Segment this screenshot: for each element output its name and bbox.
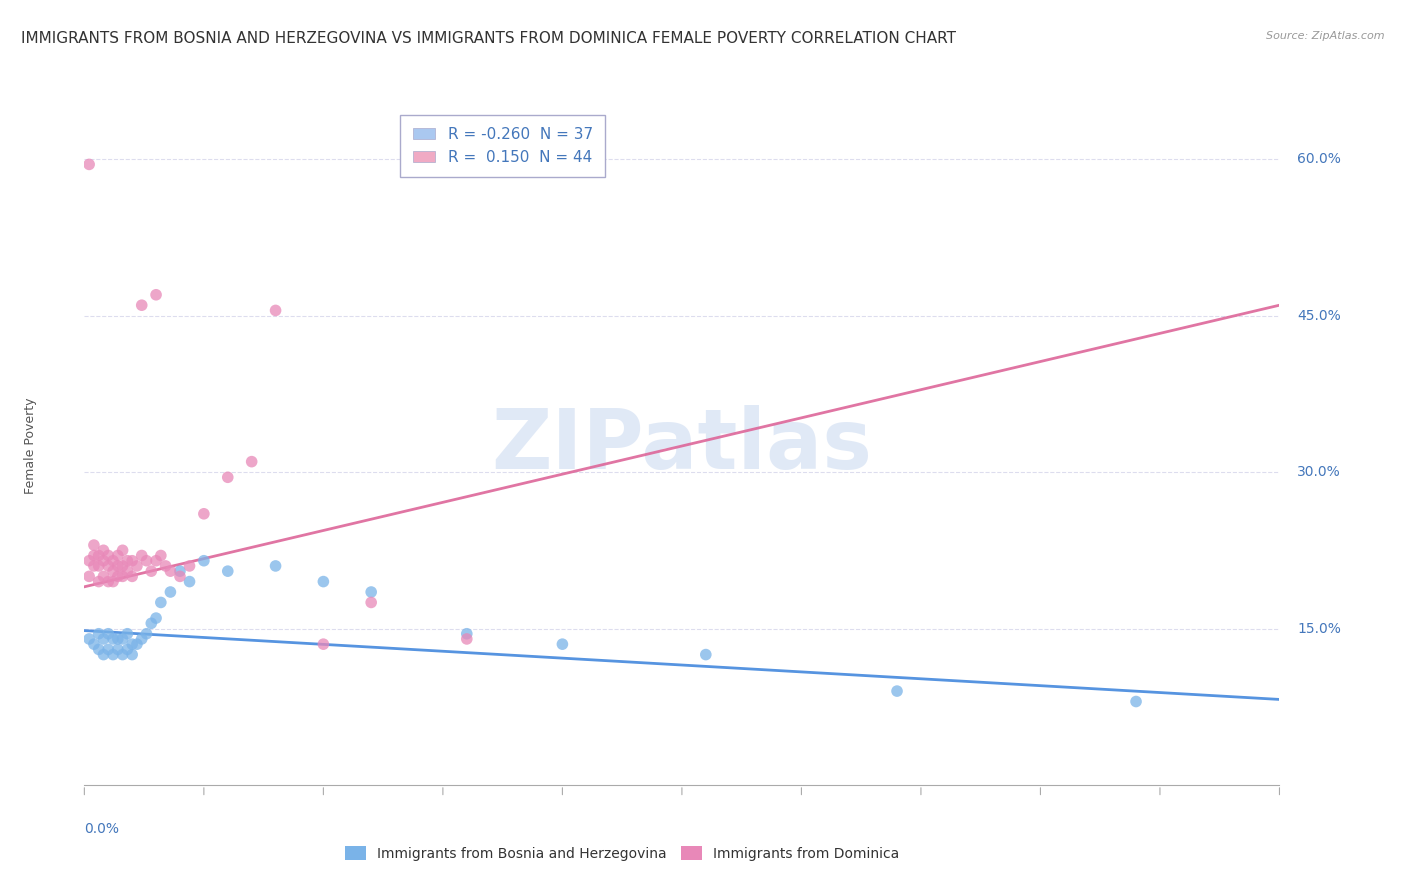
Point	[93, 554, 115, 568]
Point	[131, 549, 153, 563]
Point	[125, 637, 148, 651]
Point	[77, 632, 100, 646]
Point	[87, 642, 110, 657]
Point	[101, 648, 124, 662]
Text: Source: ZipAtlas.com: Source: ZipAtlas.com	[1267, 31, 1385, 41]
Point	[193, 554, 215, 568]
Point	[135, 554, 157, 568]
Point	[312, 574, 335, 589]
Point	[159, 564, 181, 578]
Text: IMMIGRANTS FROM BOSNIA AND HERZEGOVINA VS IMMIGRANTS FROM DOMINICA FEMALE POVERT: IMMIGRANTS FROM BOSNIA AND HERZEGOVINA V…	[21, 31, 956, 46]
Point	[117, 626, 139, 640]
Point	[101, 574, 124, 589]
Text: 45.0%: 45.0%	[1298, 309, 1341, 323]
Point	[77, 157, 100, 171]
Point	[121, 569, 143, 583]
Point	[217, 470, 239, 484]
Point	[141, 616, 163, 631]
Point	[240, 455, 263, 469]
Point	[111, 648, 134, 662]
Point	[193, 507, 215, 521]
Point	[312, 637, 335, 651]
Point	[83, 558, 105, 573]
Text: 0.0%: 0.0%	[84, 822, 120, 836]
Point	[87, 549, 110, 563]
Point	[135, 626, 157, 640]
Point	[155, 558, 177, 573]
Point	[456, 626, 478, 640]
Point	[141, 564, 163, 578]
Point	[87, 574, 110, 589]
Point	[97, 549, 120, 563]
Point	[360, 595, 382, 609]
Point	[87, 626, 110, 640]
Point	[107, 569, 129, 583]
Point	[111, 632, 134, 646]
Text: 15.0%: 15.0%	[1298, 622, 1341, 635]
Point	[217, 564, 239, 578]
Point	[145, 554, 167, 568]
Point	[93, 569, 115, 583]
Point	[264, 303, 287, 318]
Point	[169, 564, 191, 578]
Text: Female Poverty: Female Poverty	[24, 398, 37, 494]
Point	[159, 585, 181, 599]
Point	[179, 574, 201, 589]
Point	[149, 595, 172, 609]
Point	[149, 549, 172, 563]
Point	[125, 558, 148, 573]
Point	[1125, 694, 1147, 708]
Text: ZIPatlas: ZIPatlas	[492, 406, 872, 486]
Point	[117, 564, 139, 578]
Point	[131, 298, 153, 312]
Point	[121, 637, 143, 651]
Point	[145, 287, 167, 301]
Point	[93, 543, 115, 558]
Point	[83, 538, 105, 552]
Point	[117, 642, 139, 657]
Point	[107, 642, 129, 657]
Text: 30.0%: 30.0%	[1298, 465, 1341, 479]
Point	[77, 569, 100, 583]
Point	[93, 648, 115, 662]
Point	[121, 554, 143, 568]
Point	[169, 569, 191, 583]
Point	[179, 558, 201, 573]
Point	[97, 574, 120, 589]
Point	[886, 684, 908, 698]
Point	[264, 558, 287, 573]
Point	[93, 632, 115, 646]
Point	[111, 543, 134, 558]
Legend: Immigrants from Bosnia and Herzegovina, Immigrants from Dominica: Immigrants from Bosnia and Herzegovina, …	[340, 840, 904, 866]
Point	[121, 648, 143, 662]
Point	[456, 632, 478, 646]
Point	[97, 626, 120, 640]
Point	[551, 637, 574, 651]
Point	[111, 558, 134, 573]
Point	[83, 549, 105, 563]
Point	[145, 611, 167, 625]
Point	[77, 554, 100, 568]
Point	[131, 632, 153, 646]
Point	[101, 632, 124, 646]
Point	[107, 549, 129, 563]
Point	[695, 648, 717, 662]
Point	[107, 632, 129, 646]
Point	[97, 558, 120, 573]
Point	[101, 554, 124, 568]
Point	[117, 554, 139, 568]
Point	[97, 642, 120, 657]
Point	[360, 585, 382, 599]
Point	[111, 569, 134, 583]
Point	[101, 564, 124, 578]
Text: 60.0%: 60.0%	[1298, 153, 1341, 166]
Point	[107, 558, 129, 573]
Point	[87, 558, 110, 573]
Point	[83, 637, 105, 651]
